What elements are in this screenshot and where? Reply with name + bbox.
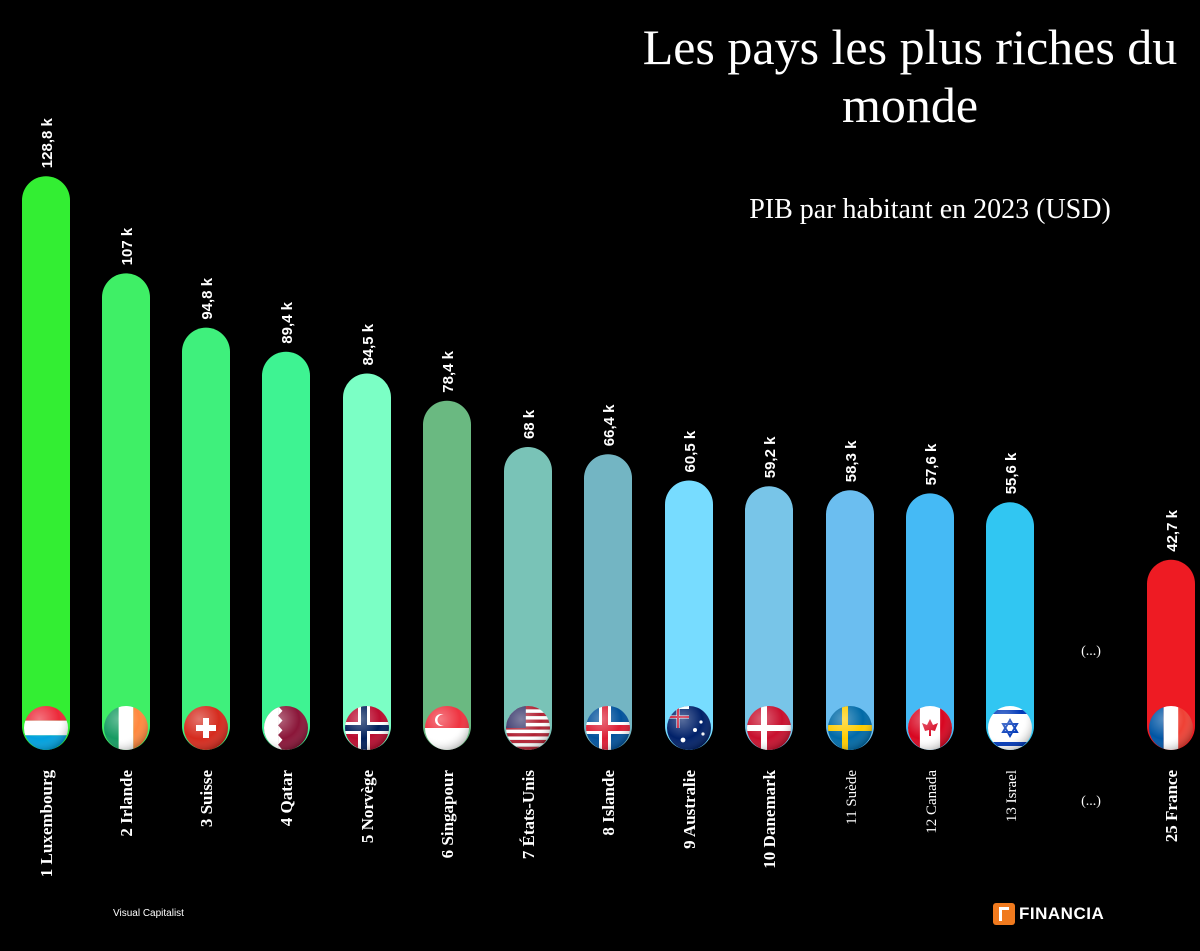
value-label-1-luxembourg: 128,8 k — [39, 117, 56, 168]
value-label-13-israel: 55,6 k — [1003, 452, 1020, 494]
canada-flag-icon — [908, 706, 952, 750]
bar-group-11-suede: 58,3 k 11 Suède — [826, 440, 874, 825]
category-label-7-etats-unis: 7 États-Unis — [519, 770, 538, 860]
category-label-1-luxembourg: 1 Luxembourg — [37, 770, 56, 878]
bar-group-3-suisse: 94,8 k 3 Suisse — [182, 277, 230, 827]
ireland-flag-icon — [104, 706, 148, 750]
bar-13-israel — [986, 502, 1034, 750]
bar-12-canada — [906, 493, 954, 750]
value-label-2-irlande: 107 k — [119, 227, 136, 265]
bar-6-singapour — [423, 400, 471, 750]
category-label-11-suede: 11 Suède — [844, 770, 860, 825]
usa-flag-icon — [506, 706, 550, 750]
israel-flag-icon — [988, 706, 1032, 750]
bar-11-suede — [826, 490, 874, 750]
bar-2-irlande — [102, 273, 150, 750]
bar-group-7-etats-unis: 68 k 7 États-Unis — [504, 409, 552, 859]
bar-group-13-israel: 55,6 k 13 Israel — [986, 452, 1034, 822]
denmark-flag-icon — [747, 706, 791, 750]
category-label-9-australie: 9 Australie — [680, 770, 699, 849]
category-label-10-danemark: 10 Danemark — [760, 769, 779, 868]
value-label-12-canada: 57,6 k — [923, 443, 940, 485]
value-label-6-singapour: 78,4 k — [440, 350, 457, 392]
value-label-4-qatar: 89,4 k — [279, 301, 296, 343]
value-label-9-australie: 60,5 k — [682, 430, 699, 472]
value-label-11-suede: 58,3 k — [843, 440, 860, 482]
bar-group-4-qatar: 89,4 k 4 Qatar — [262, 301, 310, 826]
bar-1-luxembourg — [22, 176, 70, 751]
bar-8-islande — [584, 454, 632, 750]
financia-logo: FINANCIA — [993, 903, 1104, 925]
category-label-2-irlande: 2 Irlande — [117, 770, 136, 837]
bar-4-qatar — [262, 351, 310, 750]
bar-3-suisse — [182, 327, 230, 750]
bar-group-2-irlande: 107 k 2 Irlande — [102, 227, 150, 837]
qatar-flag-icon — [264, 706, 308, 750]
bar-9-australie — [665, 480, 713, 750]
value-label-10-danemark: 59,2 k — [762, 436, 779, 478]
luxembourg-flag-icon — [24, 706, 68, 750]
category-label-8-islande: 8 Islande — [599, 770, 618, 836]
bar-group-25-france: 42,7 k 25 France — [1147, 509, 1195, 842]
france-flag-icon — [1149, 706, 1193, 750]
chart-subtitle: PIB par habitant en 2023 (USD) — [749, 194, 1111, 225]
value-label-3-suisse: 94,8 k — [199, 277, 216, 319]
sweden-flag-icon — [828, 706, 872, 750]
financia-logo-icon — [993, 903, 1015, 925]
bar-10-danemark — [745, 486, 793, 750]
bar-group-5-norvege: 84,5 k 5 Norvège — [343, 323, 391, 843]
norway-flag-icon — [345, 706, 389, 750]
category-label-4-qatar: 4 Qatar — [277, 770, 296, 827]
category-label-12-canada: 12 Canada — [924, 770, 940, 834]
category-label-13-israel: 13 Israel — [1004, 770, 1020, 822]
switzerland-flag-icon — [184, 706, 228, 750]
iceland-flag-icon — [586, 706, 630, 750]
category-label-3-suisse: 3 Suisse — [197, 770, 216, 828]
category-label-5-norvege: 5 Norvège — [358, 770, 377, 844]
financia-logo-text: FINANCIA — [1019, 904, 1105, 923]
category-label-6-singapour: 6 Singapour — [438, 770, 457, 859]
source-label: Visual Capitalist — [113, 908, 184, 919]
bar-group-9-australie: 60,5 k 9 Australie — [665, 430, 713, 849]
bar-group-12-canada: 57,6 k 12 Canada — [906, 443, 954, 834]
value-label-5-norvege: 84,5 k — [360, 323, 377, 365]
bar-7-etats-unis — [504, 447, 552, 750]
value-label-7-etats-unis: 68 k — [521, 409, 538, 439]
category-label-25-france: 25 France — [1162, 770, 1181, 843]
bar-25-france — [1147, 559, 1195, 750]
chart-title: Les pays les plus riches du monde — [642, 19, 1178, 133]
bar-group-8-islande: 66,4 k 8 Islande — [584, 404, 632, 836]
bar-5-norvege — [343, 373, 391, 750]
value-label-25-france: 42,7 k — [1164, 509, 1181, 551]
singapore-flag-icon — [425, 706, 469, 750]
gap-marker-chart: (...) — [1081, 644, 1101, 659]
bar-group-1-luxembourg: 128,8 k 1 Luxembourg — [22, 117, 70, 877]
value-label-8-islande: 66,4 k — [601, 404, 618, 446]
gap-marker-labels: (...) — [1081, 794, 1101, 809]
bar-group-10-danemark: 59,2 k 10 Danemark — [745, 436, 793, 869]
bar-group-6-singapour: 78,4 k 6 Singapour — [423, 350, 471, 858]
australia-flag-icon — [667, 706, 711, 750]
